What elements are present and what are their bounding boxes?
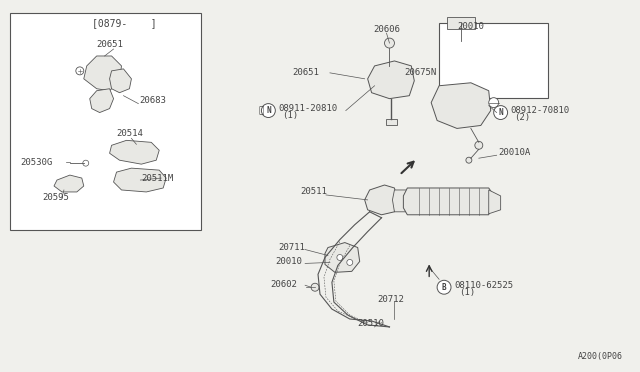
Text: 08911-20810: 08911-20810 (278, 104, 337, 113)
Circle shape (76, 67, 84, 75)
Text: 20675N: 20675N (404, 68, 436, 77)
Text: 20010: 20010 (457, 22, 484, 31)
Polygon shape (365, 185, 397, 215)
Text: 20651: 20651 (292, 68, 319, 77)
Text: 20010A: 20010A (499, 148, 531, 157)
Text: 20683: 20683 (140, 96, 166, 105)
Circle shape (262, 104, 275, 118)
Text: 20010: 20010 (275, 257, 302, 266)
Text: (1): (1) (459, 288, 475, 297)
Polygon shape (431, 83, 491, 128)
Text: 20651: 20651 (97, 39, 124, 49)
Polygon shape (109, 140, 159, 164)
Polygon shape (392, 190, 410, 212)
Text: 20602: 20602 (270, 280, 297, 289)
Bar (439, 23, 548, 98)
Circle shape (311, 283, 319, 291)
Text: 20595: 20595 (42, 193, 69, 202)
Circle shape (385, 38, 394, 48)
Polygon shape (84, 56, 122, 91)
Polygon shape (367, 61, 414, 99)
Bar (10, 13, 201, 230)
Polygon shape (325, 243, 360, 272)
Polygon shape (109, 69, 131, 93)
Text: 08912-70810: 08912-70810 (511, 106, 570, 115)
Text: ⑩: ⑩ (259, 106, 264, 115)
Text: A200(0P06: A200(0P06 (578, 352, 623, 361)
Text: 20511: 20511 (300, 187, 327, 196)
Text: B: B (442, 283, 446, 292)
Text: (2): (2) (515, 113, 531, 122)
Circle shape (489, 98, 499, 108)
Circle shape (475, 141, 483, 149)
Text: 20711: 20711 (278, 243, 305, 252)
Bar (447, 17, 475, 29)
Text: 08110-62525: 08110-62525 (454, 281, 513, 290)
Text: 20510: 20510 (358, 320, 385, 328)
Circle shape (347, 259, 353, 265)
Text: (1): (1) (282, 111, 298, 120)
Circle shape (493, 106, 508, 119)
Polygon shape (90, 89, 113, 113)
Polygon shape (489, 190, 500, 214)
Polygon shape (113, 168, 166, 192)
Text: N: N (266, 106, 271, 115)
Polygon shape (54, 175, 84, 192)
Text: N: N (499, 108, 503, 117)
Text: [0879-    ]: [0879- ] (92, 18, 156, 28)
Bar (385, 119, 397, 125)
Circle shape (437, 280, 451, 294)
Circle shape (83, 160, 89, 166)
Circle shape (466, 157, 472, 163)
Text: 20511M: 20511M (141, 174, 173, 183)
Polygon shape (403, 188, 493, 215)
Text: 20606: 20606 (374, 25, 401, 34)
Text: 20514: 20514 (116, 129, 143, 138)
Text: 20712: 20712 (378, 295, 404, 304)
Circle shape (337, 254, 343, 260)
Text: 20530G: 20530G (20, 158, 52, 167)
